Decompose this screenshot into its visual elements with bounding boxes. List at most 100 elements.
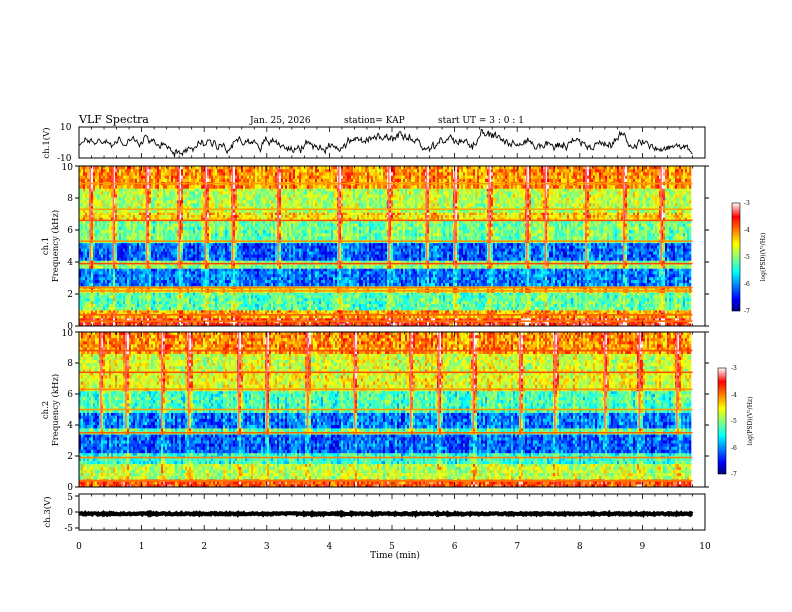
spectrogram-cell <box>417 310 419 313</box>
spectrogram-cell <box>191 310 193 313</box>
spectrogram-cell <box>591 310 593 313</box>
spectrogram-cell <box>175 310 177 313</box>
spectrogram-cell <box>487 310 489 313</box>
spectrogram-cell <box>117 310 119 313</box>
spectrogram-cell <box>457 310 459 313</box>
spectrogram-cell <box>377 310 379 313</box>
spectrogram-cell <box>393 310 395 313</box>
spectrogram-cell <box>119 310 121 313</box>
spectrogram-cell <box>679 310 681 313</box>
spectrogram-cell <box>571 310 573 313</box>
spectrogram-cell <box>305 310 307 313</box>
spectrogram-cell <box>173 310 175 313</box>
spectrogram-cell <box>141 310 143 313</box>
spectrogram-cell <box>509 310 511 313</box>
spectrogram-cell <box>597 310 599 313</box>
spectrogram-cell <box>467 310 469 313</box>
spectrogram-cell <box>289 310 291 313</box>
spectrogram-cell <box>261 310 263 313</box>
spectrogram-cell <box>409 310 411 313</box>
spectrogram-cell <box>629 310 631 313</box>
spectrogram-cell <box>99 310 101 313</box>
spectrogram-cell <box>269 310 271 313</box>
spectrogram-cell <box>459 310 461 313</box>
spectrogram-cell <box>527 310 529 313</box>
spectrogram-cell <box>615 310 617 313</box>
vlf-spectra-figure: VLF Spectra Jan. 25, 2026 station= KAP s… <box>0 0 792 612</box>
spectrogram-cell <box>567 310 569 313</box>
spectrogram-cell <box>415 310 417 313</box>
spectrogram-cell <box>165 310 167 313</box>
spectrogram-cell <box>151 310 153 313</box>
spectrogram-cell <box>633 310 635 313</box>
spectrogram-cell <box>255 310 257 313</box>
spectrogram-cell <box>431 310 433 313</box>
spectrogram-cell <box>219 310 221 313</box>
spectrogram-cell <box>127 310 129 313</box>
spectrogram-cell <box>107 310 109 313</box>
spectrogram-cell <box>329 310 331 313</box>
spectrogram-cell <box>543 310 545 313</box>
spectrogram-cell <box>325 310 327 313</box>
spectrogram-cell <box>599 310 601 313</box>
spectrogram-cell <box>201 310 203 313</box>
spectrogram-cell <box>489 310 491 313</box>
spectrogram-cell <box>581 310 583 313</box>
spectrogram-cell <box>531 310 533 313</box>
spectrogram-cell <box>421 310 423 313</box>
spectrogram-cell <box>89 310 91 313</box>
spectrogram-cell <box>549 310 551 313</box>
spectrogram-cell <box>181 310 183 313</box>
spectrogram-cell <box>395 310 397 313</box>
spectrogram-cell <box>613 310 615 313</box>
spectrogram-cell <box>449 310 451 313</box>
spectrogram-cell <box>645 310 647 313</box>
spectrogram-cell <box>655 310 657 313</box>
spectrogram-cell <box>123 310 125 313</box>
spectrogram-cell <box>553 310 555 313</box>
spectrogram-cell <box>275 310 277 313</box>
spectrogram-cell <box>639 310 641 313</box>
spectrogram-cell <box>137 310 139 313</box>
spectrogram-cell <box>249 310 251 313</box>
spectrogram-cell <box>333 310 335 313</box>
spectrogram-cell <box>321 310 323 313</box>
spectrogram-cell <box>307 310 309 313</box>
spectrogram-cell <box>81 310 83 313</box>
spectrogram-cell <box>607 310 609 313</box>
spectrogram-cell <box>559 310 561 313</box>
spectrogram-cell <box>287 310 289 313</box>
spectrogram-cell <box>197 310 199 313</box>
spectrogram-cell <box>401 310 403 313</box>
spectrogram-cell <box>241 310 243 313</box>
spectrogram-cell <box>637 310 639 313</box>
spectrogram-cell <box>343 310 345 313</box>
spectrogram-cell <box>297 310 299 313</box>
spectrogram-cell <box>225 310 227 313</box>
spectrogram-cell <box>205 310 207 313</box>
spectrogram-cell <box>443 310 445 313</box>
spectrogram-cell <box>541 310 543 313</box>
spectrogram-cell <box>111 310 113 313</box>
spectrogram-cell <box>643 310 645 313</box>
spectrogram-cell <box>547 310 549 313</box>
spectrogram-cell <box>391 310 393 313</box>
spectrogram-cell <box>87 310 89 313</box>
spectrogram-cell <box>619 310 621 313</box>
spectrogram-cell <box>537 310 539 313</box>
spectrogram-cell <box>369 310 371 313</box>
spectrogram-cell <box>233 310 235 313</box>
spectrogram-cell <box>375 310 377 313</box>
spectrogram-cell <box>521 310 523 313</box>
spectrogram-cell <box>671 310 673 313</box>
spectrogram-cell <box>583 310 585 313</box>
spectrogram-cell <box>195 310 197 313</box>
spectrogram-cell <box>445 310 447 313</box>
spectrogram-cell <box>677 310 679 313</box>
spectrogram-cell <box>93 310 95 313</box>
spectrogram-cell <box>425 310 427 313</box>
spectrogram-cell <box>303 310 305 313</box>
spectrogram-cell <box>669 310 671 313</box>
spectrogram-cell <box>125 310 127 313</box>
spectrogram-cell <box>163 310 165 313</box>
